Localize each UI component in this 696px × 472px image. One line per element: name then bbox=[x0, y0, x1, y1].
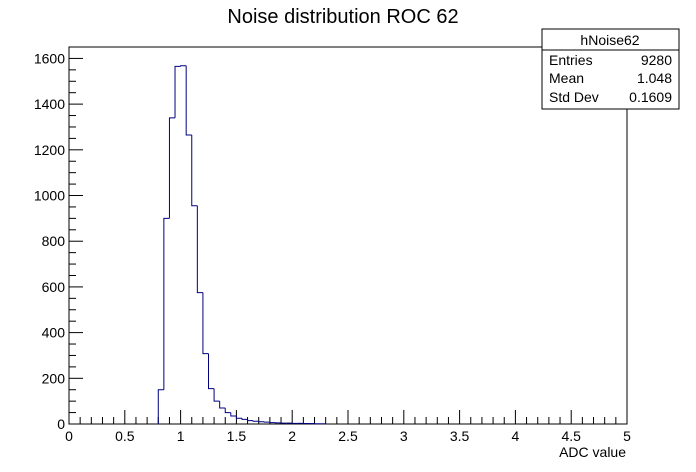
stats-label-std-dev: Std Dev bbox=[549, 89, 599, 105]
stats-box-frame bbox=[541, 28, 680, 110]
histogram-bin bbox=[235, 416, 242, 419]
stats-box: hNoise62 Entries 9280 Mean 1.048 Std Dev… bbox=[541, 28, 680, 110]
x-tick-label: 5 bbox=[623, 428, 631, 444]
histogram-bin bbox=[241, 418, 248, 420]
y-tick-label: 1000 bbox=[34, 188, 65, 204]
y-tick-label: 600 bbox=[42, 279, 66, 295]
x-tick-label: 4.5 bbox=[561, 428, 581, 444]
histogram-bin bbox=[224, 408, 231, 414]
x-tick-label: 0.5 bbox=[115, 428, 135, 444]
histogram-bin bbox=[213, 388, 220, 402]
y-tick-label: 1600 bbox=[34, 50, 65, 66]
y-axis: 0 200 400 600 800 1000 1200 1400 1600 bbox=[34, 46, 83, 432]
x-tick-label: 1.5 bbox=[227, 428, 247, 444]
stats-value-std-dev: 0.1609 bbox=[629, 89, 672, 105]
x-tick-label: 2 bbox=[288, 428, 296, 444]
x-tick-label: 0 bbox=[65, 428, 73, 444]
x-tick-label: 3 bbox=[400, 428, 408, 444]
y-tick-label: 800 bbox=[42, 233, 66, 249]
x-tick-label: 4 bbox=[512, 428, 520, 444]
histogram-bin bbox=[168, 117, 176, 219]
histogram-bin bbox=[180, 65, 187, 67]
histogram-bin bbox=[219, 401, 226, 409]
stats-label-entries: Entries bbox=[549, 52, 593, 68]
histogram-bin bbox=[247, 419, 254, 422]
histogram-bin bbox=[208, 353, 215, 390]
y-tick-label: 400 bbox=[42, 325, 66, 341]
stats-value-entries: 9280 bbox=[641, 52, 672, 68]
histogram-bin bbox=[196, 205, 203, 294]
histogram-bin bbox=[252, 420, 259, 422]
histogram-bin bbox=[185, 65, 192, 136]
y-tick-label: 200 bbox=[42, 370, 66, 386]
y-tick-label: 0 bbox=[57, 416, 65, 432]
y-tick-label: 1200 bbox=[34, 142, 65, 158]
histogram-bin bbox=[202, 292, 209, 355]
stats-box-title: hNoise62 bbox=[580, 32, 639, 48]
histogram-bin bbox=[163, 217, 170, 390]
histogram-bin bbox=[230, 412, 237, 417]
chart-title: Noise distribution ROC 62 bbox=[227, 6, 458, 28]
histogram-bin bbox=[174, 65, 181, 118]
stats-value-mean: 1.048 bbox=[637, 70, 672, 86]
x-axis-label: ADC value bbox=[559, 444, 626, 460]
y-tick-label: 1400 bbox=[34, 96, 65, 112]
histogram-bin bbox=[191, 134, 198, 207]
x-axis: 0 0.5 1 1.5 2 2.5 3 3.5 4 4.5 5 bbox=[65, 410, 631, 444]
x-tick-label: 3.5 bbox=[450, 428, 470, 444]
histogram-bin bbox=[157, 389, 164, 424]
x-tick-label: 2.5 bbox=[338, 428, 358, 444]
x-tick-label: 1 bbox=[177, 428, 185, 444]
histogram-bins bbox=[157, 65, 327, 425]
stats-label-mean: Mean bbox=[549, 70, 584, 86]
